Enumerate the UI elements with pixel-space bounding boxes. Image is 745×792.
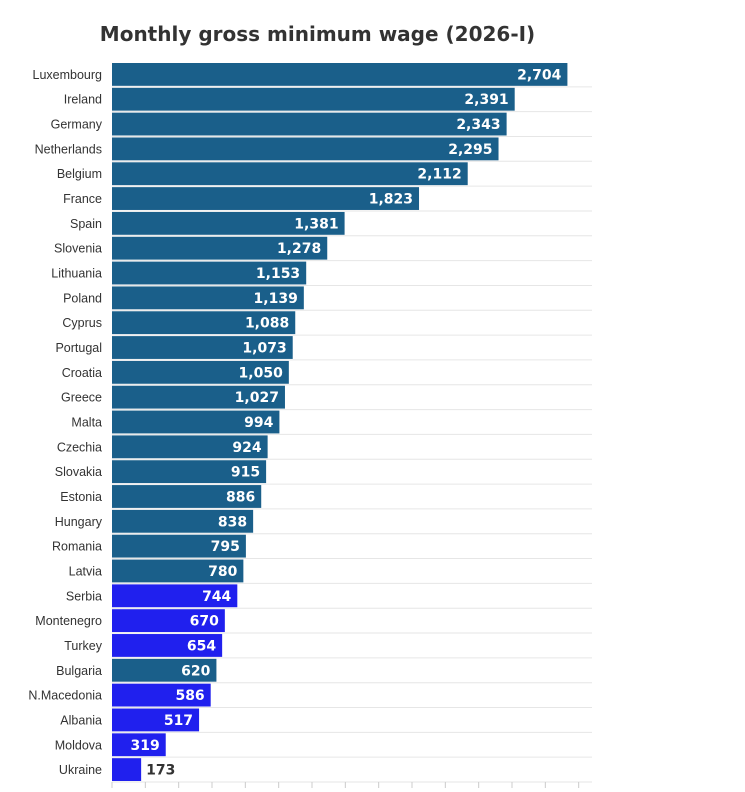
bar xyxy=(112,634,223,657)
category-label: France xyxy=(63,192,102,206)
bar xyxy=(112,286,304,310)
bar xyxy=(112,733,166,757)
value-label: 2,112 xyxy=(417,167,461,183)
value-label: 620 xyxy=(181,663,210,679)
value-label: 654 xyxy=(187,638,216,654)
category-label: Estonia xyxy=(60,490,102,504)
value-label: 1,050 xyxy=(239,365,284,381)
category-label: Ukraine xyxy=(59,763,102,777)
bar xyxy=(112,559,244,583)
category-label: Hungary xyxy=(55,515,103,529)
category-label: Croatia xyxy=(62,366,102,380)
value-label: 1,139 xyxy=(254,291,298,307)
bar xyxy=(112,708,200,732)
value-label: 915 xyxy=(231,465,260,481)
category-label: Latvia xyxy=(69,564,102,578)
bar xyxy=(112,758,142,781)
category-label: Czechia xyxy=(57,440,102,454)
bar xyxy=(112,187,420,210)
bar xyxy=(112,162,468,186)
category-label: Serbia xyxy=(66,589,102,603)
value-label: 780 xyxy=(208,564,237,580)
category-label: Germany xyxy=(51,118,103,132)
value-label: 173 xyxy=(146,763,175,779)
value-label: 670 xyxy=(190,614,219,630)
bar xyxy=(112,311,296,335)
value-label: 1,027 xyxy=(235,390,279,406)
category-label: Romania xyxy=(52,540,102,554)
bar xyxy=(112,509,254,533)
bar xyxy=(112,360,289,384)
bar xyxy=(112,609,225,633)
value-label: 2,343 xyxy=(456,117,500,133)
bar xyxy=(112,385,285,409)
category-label: Spain xyxy=(70,217,102,231)
bar xyxy=(112,410,280,434)
value-label: 994 xyxy=(244,415,273,431)
category-label: Slovakia xyxy=(55,465,102,479)
category-label: Malta xyxy=(71,416,102,430)
category-label: Montenegro xyxy=(35,614,102,628)
value-label: 1,381 xyxy=(294,216,338,232)
value-label: 2,391 xyxy=(464,92,508,108)
bar xyxy=(112,211,345,235)
category-label: Turkey xyxy=(64,639,102,653)
bar xyxy=(112,261,307,285)
value-label: 1,278 xyxy=(277,241,321,257)
category-label: Ireland xyxy=(64,93,102,107)
category-label: Luxembourg xyxy=(33,68,103,82)
bar xyxy=(112,87,515,111)
bar xyxy=(112,460,267,484)
value-label: 924 xyxy=(232,440,261,456)
category-label: N.Macedonia xyxy=(28,689,102,703)
bar xyxy=(112,336,293,359)
bar xyxy=(112,584,238,608)
category-label: Greece xyxy=(61,391,102,405)
value-label: 1,073 xyxy=(242,341,286,357)
value-label: 744 xyxy=(202,589,231,605)
category-label: Cyprus xyxy=(62,316,102,330)
category-label: Lithuania xyxy=(51,267,102,281)
category-label: Moldova xyxy=(55,738,102,752)
chart-title: Monthly gross minimum wage (2026-I) xyxy=(99,22,536,46)
value-label: 586 xyxy=(175,688,204,704)
bar xyxy=(112,658,217,682)
category-label: Bulgaria xyxy=(56,664,102,678)
value-label: 1,823 xyxy=(369,192,413,208)
category-label: Slovenia xyxy=(54,242,102,256)
bar xyxy=(112,63,568,86)
bar xyxy=(112,137,499,161)
value-label: 838 xyxy=(218,514,247,530)
value-label: 886 xyxy=(226,489,255,505)
bar xyxy=(112,435,268,459)
category-label: Portugal xyxy=(55,341,102,355)
value-label: 517 xyxy=(164,713,193,729)
bar xyxy=(112,683,211,707)
category-label: Poland xyxy=(63,291,102,305)
value-label: 1,153 xyxy=(256,266,300,282)
value-label: 319 xyxy=(130,738,159,754)
value-label: 2,295 xyxy=(448,142,492,158)
value-label: 1,088 xyxy=(245,316,289,332)
category-label: Belgium xyxy=(57,167,102,181)
bar xyxy=(112,236,328,260)
value-label: 795 xyxy=(211,539,240,555)
value-label: 2,704 xyxy=(517,67,562,83)
bar xyxy=(112,534,246,558)
category-label: Albania xyxy=(60,713,102,727)
category-label: Netherlands xyxy=(35,142,102,156)
bar xyxy=(112,112,507,136)
bar xyxy=(112,485,262,508)
